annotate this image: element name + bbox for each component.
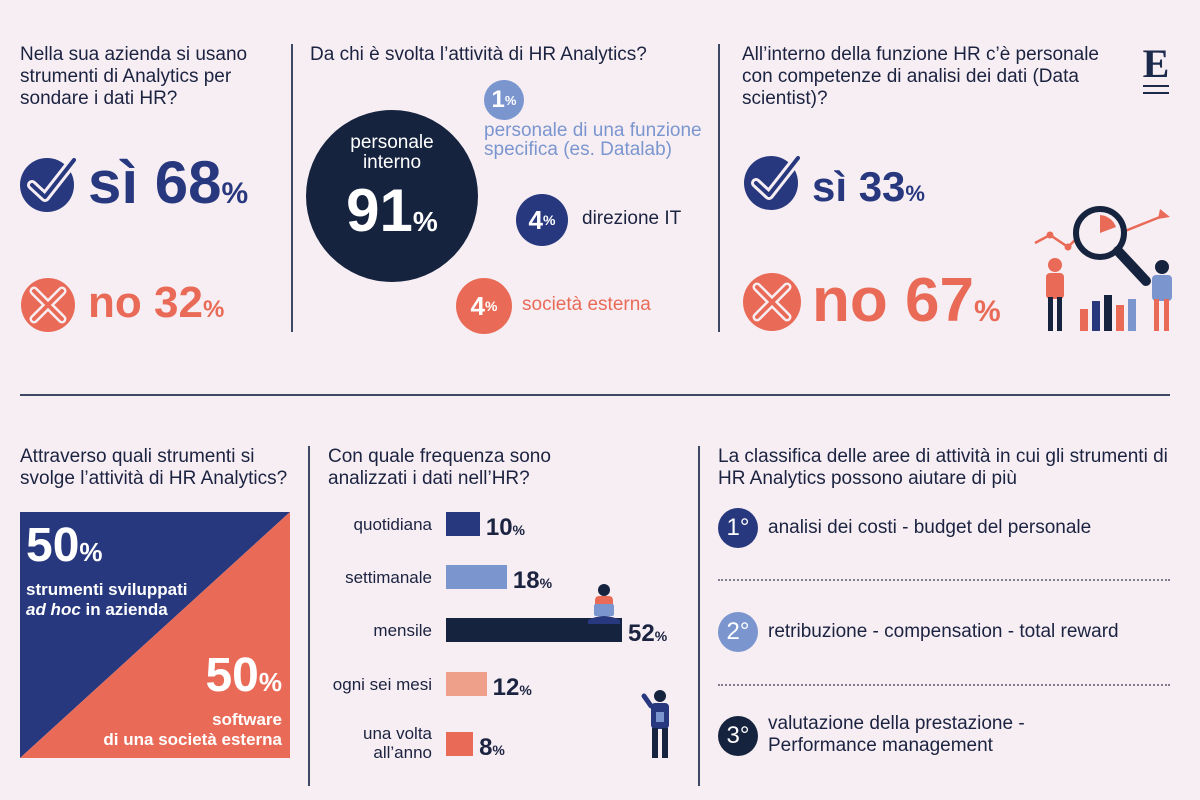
bar-label: quotidiana <box>353 515 432 534</box>
q2-item2-value: 4 <box>528 204 543 235</box>
q1-no-value: 32 <box>154 278 203 327</box>
divider-horizontal <box>20 394 1170 396</box>
bar-value-label: 52% <box>628 620 668 647</box>
q2-item3-value: 4 <box>470 290 485 321</box>
cross-icon <box>742 272 802 332</box>
cross-icon <box>20 277 76 333</box>
bar-label: ogni sei mesi <box>332 675 432 694</box>
bar-value-label: 12% <box>492 674 532 701</box>
bar <box>446 672 487 696</box>
check-icon <box>742 150 804 212</box>
q1-yes-label: sì <box>88 149 139 216</box>
q2-item1-unit: % <box>504 92 517 108</box>
q2-item2-circle: 4% <box>516 194 568 246</box>
q1-no-unit: % <box>202 296 225 323</box>
rank-1-number: 1° <box>726 514 750 541</box>
q4-a-block: 50% strumenti sviluppati ad hoc in azien… <box>26 520 188 620</box>
bar-value-label: 8% <box>479 734 505 761</box>
q2-main-unit: % <box>412 205 438 237</box>
rank-1-label: analisi dei costi - budget del personale <box>768 517 1092 538</box>
rank-3-number: 3° <box>726 722 750 749</box>
bar <box>446 565 507 589</box>
q1-yes-unit: % <box>221 177 249 210</box>
q2-main-label: personale interno <box>350 131 434 173</box>
bar-value-label: 18% <box>512 567 553 594</box>
q2-question: Da chi è svolta l’attività di HR Analyti… <box>310 44 647 65</box>
q4-a-label-italic: ad hoc <box>26 600 81 619</box>
q3-no-label: no <box>812 266 888 335</box>
q3-no: no 67% <box>812 266 1001 347</box>
q2-item3-circle: 4% <box>456 278 512 334</box>
q3-yes: sì 33% <box>812 162 925 219</box>
q4-question: Attraverso quali strumenti si svolge l’a… <box>20 446 288 489</box>
q4-b-label-2: di una società esterna <box>103 730 282 749</box>
book-icon <box>1143 85 1169 94</box>
divider-bottom-1 <box>308 446 310 786</box>
q2-item2-label: direzione IT <box>582 208 682 229</box>
q4-b-unit: % <box>258 667 282 697</box>
q3-question: All’interno della funzione HR c’è person… <box>742 44 1099 109</box>
rank-2-number: 2° <box>726 618 750 645</box>
rank-3-label: valutazione della prestazione - Performa… <box>768 713 1025 756</box>
q2-item1-value: 1 <box>491 86 505 113</box>
q4-a-label-rest: in azienda <box>80 600 168 619</box>
rank-3-circle: 3° <box>718 716 758 756</box>
divider-bottom-2 <box>698 446 700 786</box>
rank-2-label: retribuzione - compensation - total rewa… <box>768 621 1119 642</box>
q2-main-circle: personale interno 91% <box>306 110 478 282</box>
q1-question: Nella sua azienda si usano strumenti di … <box>20 44 248 109</box>
q4-a-value-wrap: 50% <box>26 520 188 578</box>
q3-yes-label: sì <box>812 163 848 210</box>
q2-item3-label: società esterna <box>522 294 651 315</box>
q2-main-value: 91 <box>346 176 413 244</box>
bar <box>446 732 474 756</box>
frequency-chart: quotidiana 10% settimanale 18% mensile 52% ogn… <box>310 500 698 780</box>
rank-divider-1 <box>718 579 1170 581</box>
q2-item2-unit: % <box>543 212 556 228</box>
q1-yes: sì 68% <box>88 150 248 227</box>
person-laptop-illustration <box>584 582 624 632</box>
q1-no-label: no <box>88 278 142 327</box>
q2-item1-label: personale di una funzione specifica (es.… <box>484 120 702 160</box>
q3-no-value: 67 <box>904 266 974 335</box>
q4-a-value: 50 <box>26 519 80 572</box>
analytics-illustration <box>1030 205 1180 335</box>
logo-letter: E <box>1142 41 1170 86</box>
bar-label: settimanale <box>345 568 432 587</box>
divider-top-1 <box>291 44 293 332</box>
q1-no: no 32% <box>88 275 224 338</box>
q3-yes-value: 33 <box>858 163 906 210</box>
rank-1-circle: 1° <box>718 508 758 548</box>
q3-no-unit: % <box>973 295 1001 328</box>
q1-yes-value: 68 <box>154 149 222 216</box>
q4-split-box: 50% strumenti sviluppati ad hoc in azien… <box>20 512 290 758</box>
rank-divider-2 <box>718 684 1170 686</box>
brand-logo: E <box>1138 44 1174 94</box>
q2-main-value-wrap: 91% <box>346 176 438 254</box>
person-thinking-illustration <box>640 688 680 760</box>
q4-split-coral <box>20 512 290 758</box>
divider-top-2 <box>718 44 720 332</box>
q4-b-value: 50 <box>205 649 259 702</box>
check-icon <box>18 152 79 212</box>
q2-item3-unit: % <box>485 298 498 314</box>
q4-b-value-wrap: 50% <box>103 650 282 708</box>
q4-a-label-2: ad hoc in azienda <box>26 600 188 620</box>
bar-label: mensile <box>373 621 432 640</box>
q4-b-label-1: software <box>212 710 282 729</box>
q3-yes-unit: % <box>905 181 925 206</box>
q6-question: La classifica delle aree di attività in … <box>718 446 1168 489</box>
bar-label: una volta all’anno <box>363 724 432 762</box>
q4-a-unit: % <box>79 537 103 567</box>
bar <box>446 512 480 536</box>
q4-a-label-1: strumenti sviluppati <box>26 580 188 599</box>
q4-b-block: 50% software di una società esterna <box>103 650 282 750</box>
bar-value-label: 10% <box>485 514 525 541</box>
rank-2-circle: 2° <box>718 612 758 652</box>
q5-question: Con quale frequenza sono analizzati i da… <box>328 446 551 489</box>
q2-item1-circle: 1% <box>484 80 524 120</box>
